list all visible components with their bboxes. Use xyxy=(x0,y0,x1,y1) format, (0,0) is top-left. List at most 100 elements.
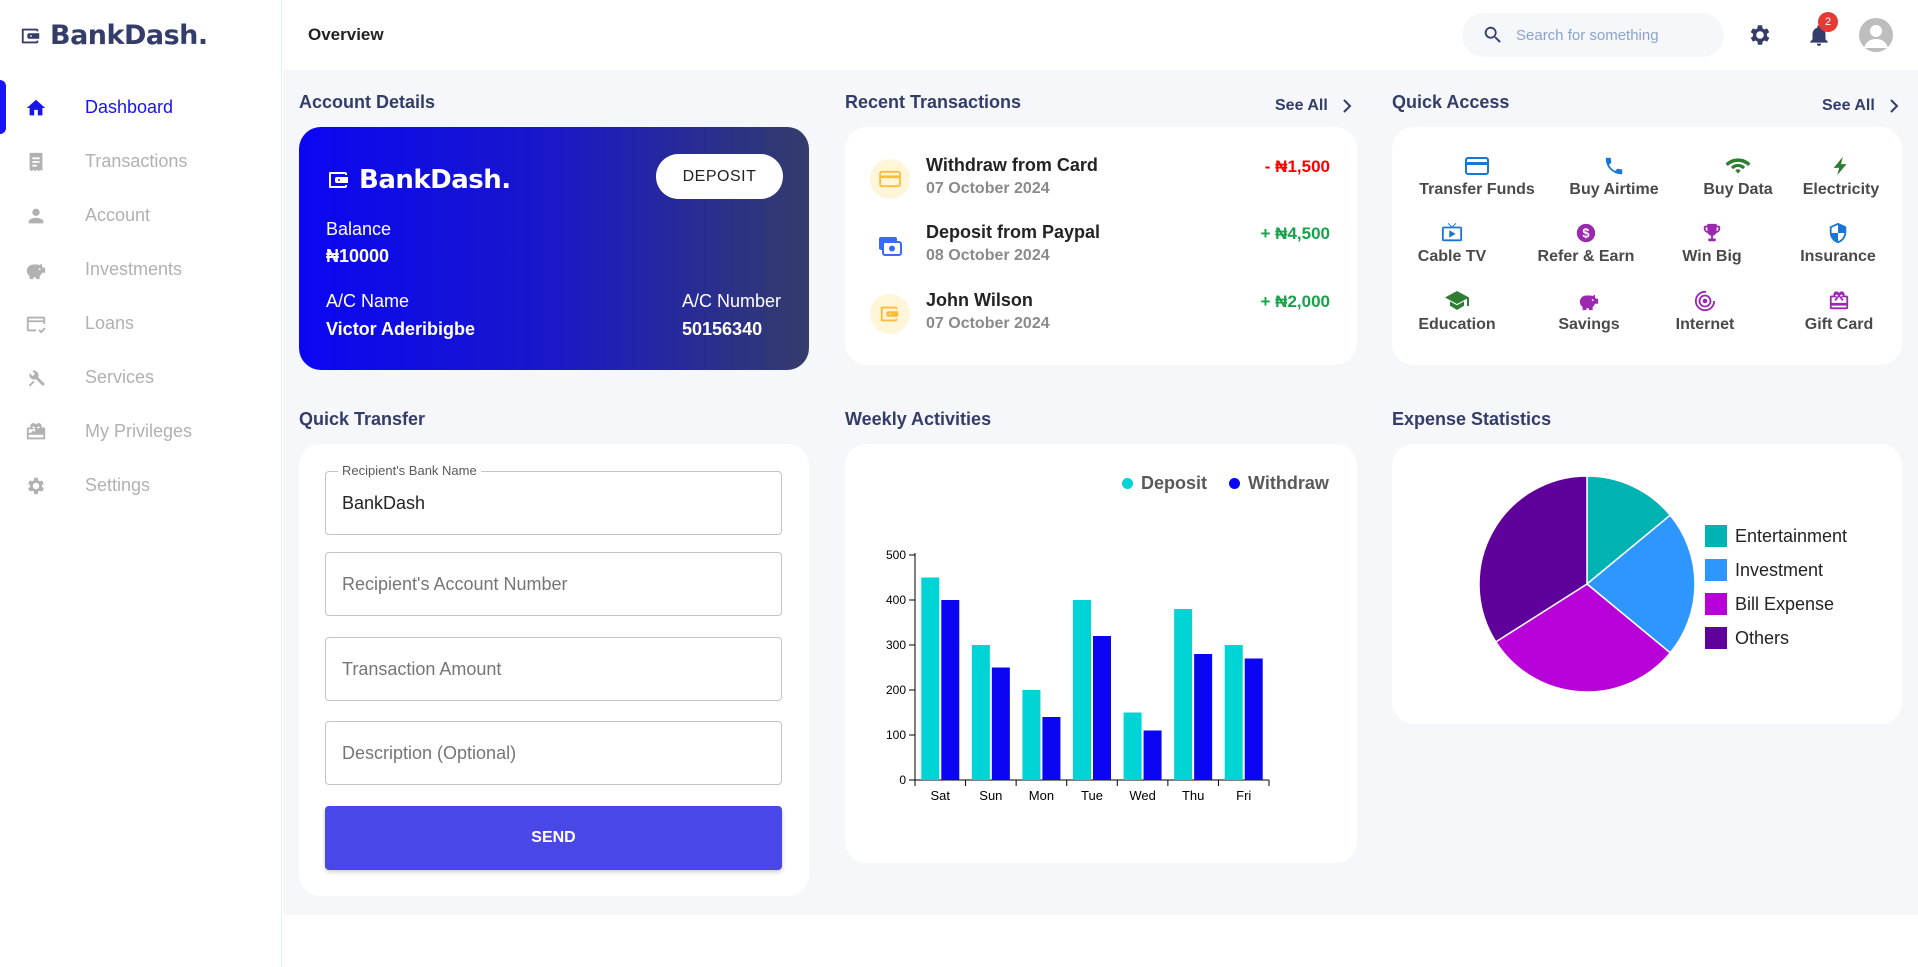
quick-access-buy-airtime[interactable]: Buy Airtime xyxy=(1554,155,1674,199)
transaction-amount: + ₦4,500 xyxy=(1260,224,1330,243)
transaction-amount-input[interactable] xyxy=(326,638,781,700)
x-tick-label: Mon xyxy=(1029,788,1054,803)
quick-access-label: Cable TV xyxy=(1417,248,1487,265)
sidebar-item-account[interactable]: Account xyxy=(0,188,282,242)
card-brand-name: BankDash. xyxy=(359,165,511,195)
wallet-logo-icon xyxy=(329,172,348,188)
quick-access-win-big[interactable]: Win Big xyxy=(1652,222,1772,266)
quick-access-internet[interactable]: Internet xyxy=(1645,290,1765,334)
transaction-amount-field[interactable] xyxy=(325,637,782,701)
bolt-icon xyxy=(1833,156,1847,176)
bank-name-field[interactable]: Recipient's Bank Name xyxy=(325,463,782,535)
quick-access-refer-earn[interactable]: $ Refer & Earn xyxy=(1526,222,1646,266)
transaction-date: 07 October 2024 xyxy=(926,180,1050,197)
quick-access-insurance[interactable]: Insurance xyxy=(1778,222,1898,266)
paypal-icon xyxy=(870,226,910,266)
description-field[interactable] xyxy=(325,721,782,785)
sidebar-item-loans[interactable]: Loans xyxy=(0,296,282,350)
x-tick-label: Sun xyxy=(979,788,1002,803)
bar-deposit-mon xyxy=(1022,690,1041,780)
bar-withdraw-thu xyxy=(1194,654,1213,780)
bar-deposit-sat xyxy=(921,577,940,780)
sidebar-item-dashboard[interactable]: Dashboard xyxy=(0,80,282,134)
sidebar-item-transactions[interactable]: Transactions xyxy=(0,134,282,188)
quick-access-savings[interactable]: Savings xyxy=(1529,290,1649,334)
expense-statistics-title: Expense Statistics xyxy=(1392,409,1552,429)
expense-pie-chart xyxy=(1478,475,1696,693)
quick-access-see-all-link[interactable]: See All xyxy=(1822,97,1899,115)
transaction-row[interactable]: Deposit from Paypal 08 October 2024 + ₦4… xyxy=(870,222,1330,272)
phone-icon xyxy=(1605,157,1623,175)
bank-name-input[interactable] xyxy=(326,472,781,534)
pie-chart-legend: Entertainment Investment Bill Expense Other… xyxy=(1705,519,1847,655)
avatar[interactable] xyxy=(1859,18,1893,52)
quick-access-label: Internet xyxy=(1675,316,1735,333)
x-tick-label: Fri xyxy=(1236,788,1251,803)
deposit-button[interactable]: DEPOSIT xyxy=(656,154,783,199)
x-tick-label: Wed xyxy=(1129,788,1156,803)
y-tick-label: 200 xyxy=(886,683,906,697)
y-tick-label: 300 xyxy=(886,638,906,652)
transaction-date: 07 October 2024 xyxy=(926,315,1050,332)
account-card: BankDash. DEPOSIT Balance ₦10000 A/C Nam… xyxy=(299,127,809,370)
sidebar-item-label: Transactions xyxy=(85,150,188,171)
weekly-activities-title: Weekly Activities xyxy=(845,409,992,429)
search-input[interactable] xyxy=(1516,26,1706,44)
legend-swatch xyxy=(1705,559,1727,581)
quick-access-label: Win Big xyxy=(1682,248,1742,265)
dollar-coin-icon: $ xyxy=(1576,223,1596,243)
expense-statistics-card: Entertainment Investment Bill Expense Other… xyxy=(1392,444,1902,724)
sidebar-item-investments[interactable]: Investments xyxy=(0,242,282,296)
legend-label-withdraw: Withdraw xyxy=(1248,473,1329,493)
account-details-title: Account Details xyxy=(299,92,436,112)
quick-access-transfer-funds[interactable]: Transfer Funds xyxy=(1417,155,1537,199)
quick-access-cable-tv[interactable]: Cable TV xyxy=(1392,222,1512,266)
quick-access-buy-data[interactable]: Buy Data xyxy=(1678,155,1798,199)
transaction-title: John Wilson xyxy=(926,290,1033,310)
search-icon xyxy=(1484,26,1501,43)
bar-withdraw-tue xyxy=(1093,636,1111,780)
tv-icon xyxy=(1441,222,1463,242)
description-input[interactable] xyxy=(326,722,781,784)
legend-label: Others xyxy=(1735,627,1790,648)
legend-swatch xyxy=(1705,627,1727,649)
transactions-see-all-link[interactable]: See All xyxy=(1275,97,1352,115)
bar-deposit-thu xyxy=(1174,609,1193,780)
quick-access-education[interactable]: Education xyxy=(1397,290,1517,334)
trophy-icon xyxy=(1703,223,1721,242)
settings-button[interactable] xyxy=(1745,20,1775,50)
transaction-row[interactable]: John Wilson 07 October 2024 + ₦2,000 xyxy=(870,290,1330,340)
sidebar-item-label: Account xyxy=(85,204,151,225)
notifications-button[interactable]: 2 xyxy=(1804,12,1838,50)
account-number-field[interactable] xyxy=(325,552,782,616)
quick-access-label: Electricity xyxy=(1802,181,1880,198)
quick-access-gift-card[interactable]: Gift Card xyxy=(1779,290,1899,334)
quick-access-label: Refer & Earn xyxy=(1537,248,1635,265)
quick-access-electricity[interactable]: Electricity xyxy=(1781,155,1901,199)
y-tick-label: 400 xyxy=(886,593,906,607)
sidebar-item-my-privileges[interactable]: My Privileges xyxy=(0,404,282,458)
gear-icon xyxy=(28,477,44,495)
quick-access-label: Transfer Funds xyxy=(1419,181,1535,198)
send-button[interactable]: SEND xyxy=(325,806,782,870)
account-name-value: Victor Aderibigbe xyxy=(326,319,476,339)
wallet-icon xyxy=(870,294,910,334)
pie-slice-others xyxy=(1478,475,1588,643)
balance-value: ₦10000 xyxy=(326,246,390,266)
sidebar-item-settings[interactable]: Settings xyxy=(0,458,282,512)
sidebar-item-services[interactable]: Services xyxy=(0,350,282,404)
sidebar-item-label: Investments xyxy=(85,258,183,279)
account-number-input[interactable] xyxy=(326,553,781,615)
gift-box-icon xyxy=(26,423,46,440)
bar-deposit-sun xyxy=(971,645,990,780)
card-icon xyxy=(870,159,910,199)
transaction-amount: - ₦1,500 xyxy=(1264,157,1330,176)
brand-logo[interactable]: BankDash. xyxy=(20,20,208,51)
legend-label: Investment xyxy=(1735,559,1824,580)
graduation-cap-icon xyxy=(1445,291,1469,310)
credit-card-icon xyxy=(1465,157,1489,175)
transaction-row[interactable]: Withdraw from Card 07 October 2024 - ₦1,… xyxy=(870,155,1330,205)
search-bar[interactable] xyxy=(1462,13,1724,57)
account-number-label: A/C Number xyxy=(682,291,782,311)
svg-text:$: $ xyxy=(1582,226,1589,241)
